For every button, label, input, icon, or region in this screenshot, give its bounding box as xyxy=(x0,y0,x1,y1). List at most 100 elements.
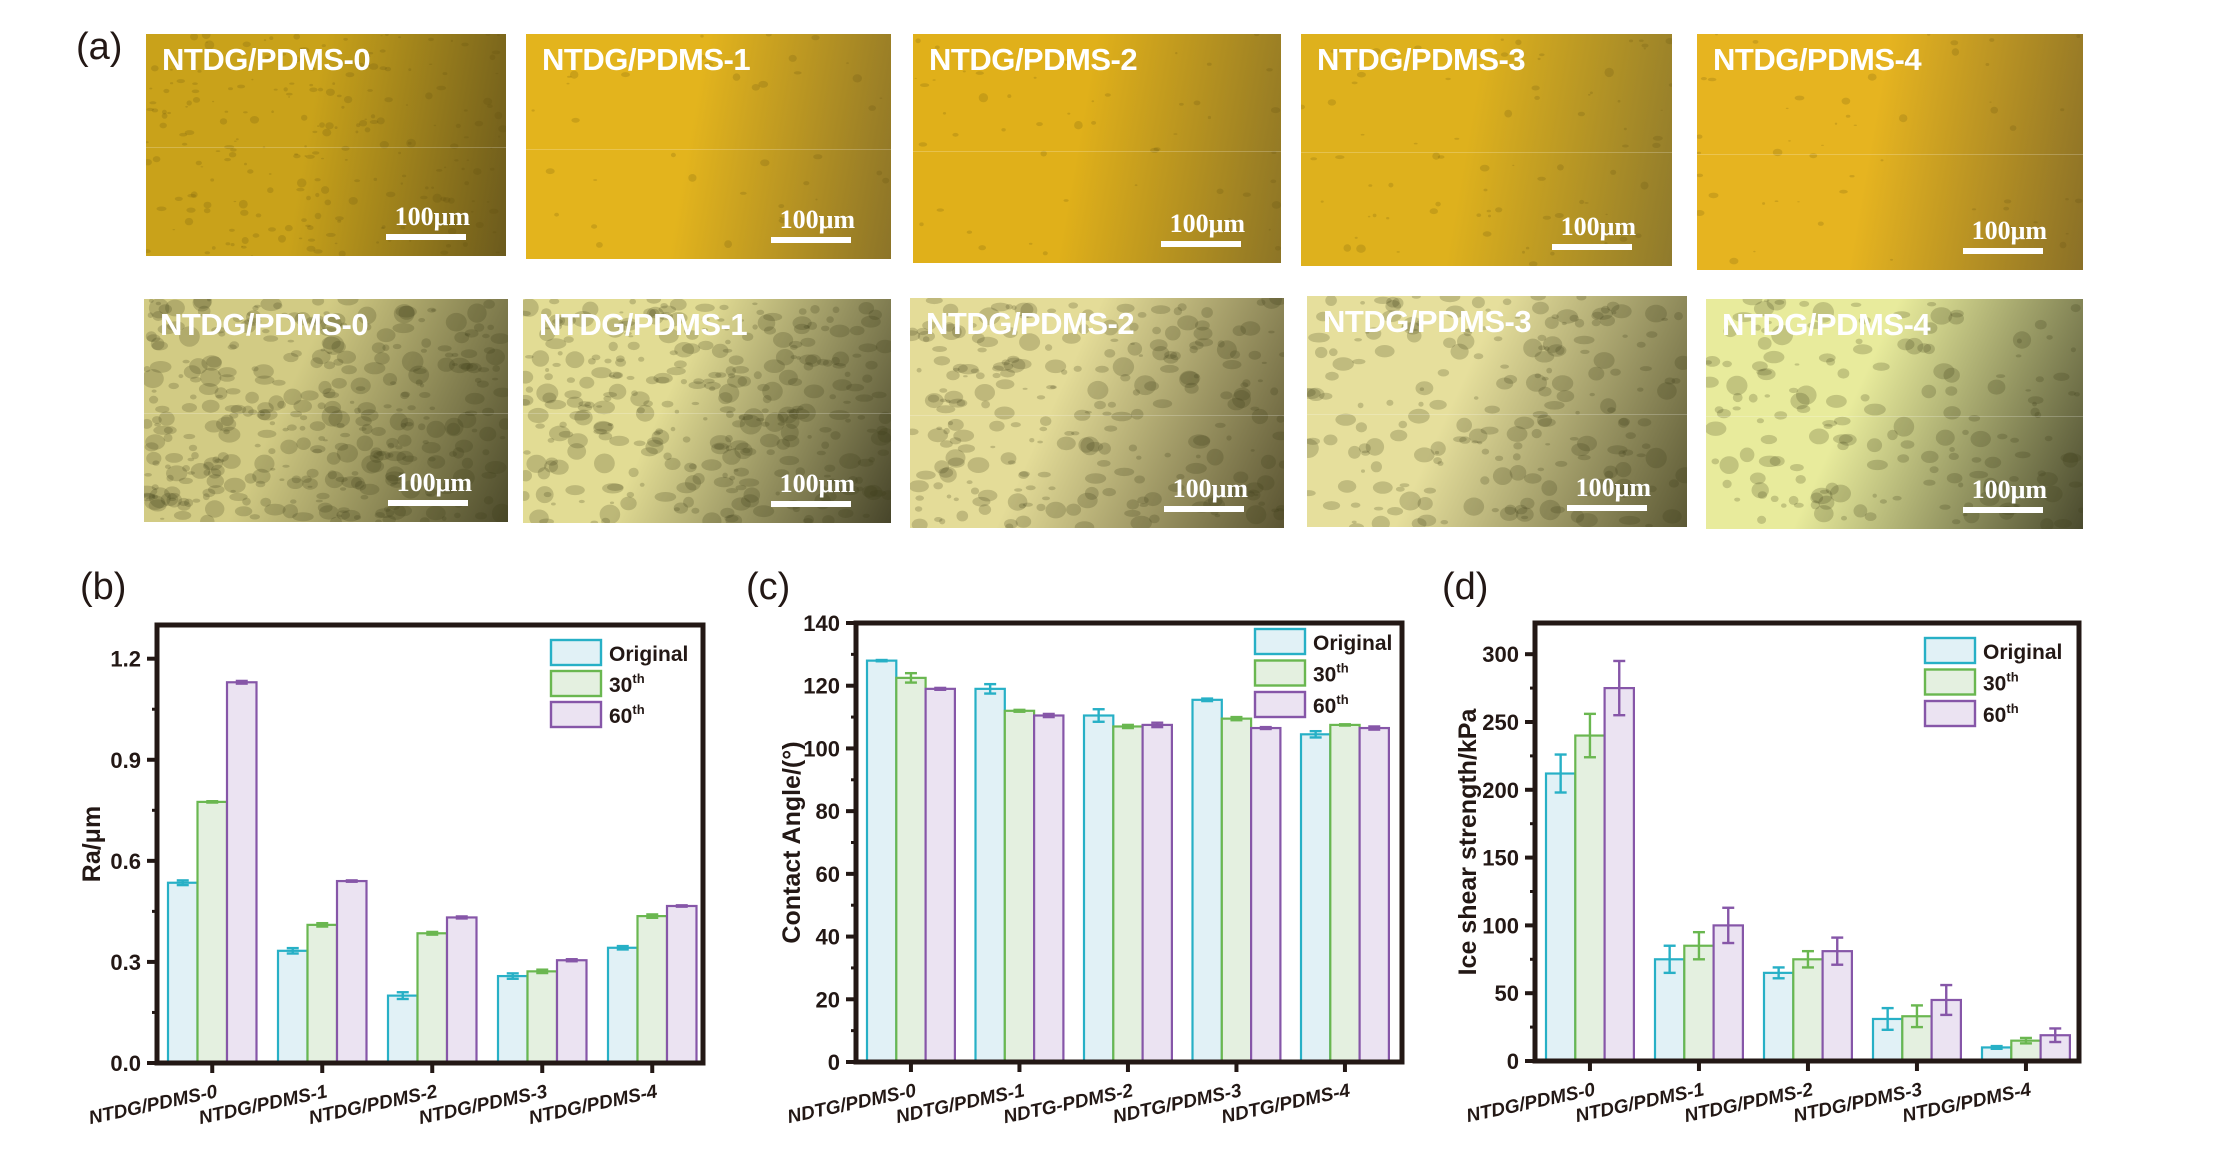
chart-b: 0.00.30.60.91.2NTDG/PDMS-0NTDG/PDMS-1NTD… xyxy=(78,622,706,1129)
error-bar xyxy=(316,921,329,928)
error-bar xyxy=(1831,936,1844,966)
bar xyxy=(1249,726,1282,1064)
bar xyxy=(526,970,559,1065)
surface-texture xyxy=(1301,38,1672,266)
error-bar xyxy=(646,913,659,919)
bar xyxy=(1112,725,1144,1064)
bar xyxy=(335,879,368,1065)
micrograph: NTDG/PDMS-2 100μm xyxy=(913,34,1281,263)
scale-bar xyxy=(1161,241,1241,247)
error-bar xyxy=(904,671,917,684)
legend-label: 60th xyxy=(609,702,645,728)
error-bar xyxy=(1692,930,1705,961)
y-tick-label: 80 xyxy=(816,799,840,824)
y-tick-label: 0.9 xyxy=(110,748,141,773)
stitch-line xyxy=(526,148,891,150)
error-bar xyxy=(1722,906,1735,945)
bar xyxy=(1544,772,1577,1063)
scale-bar-label: 100μm xyxy=(394,202,470,231)
bar xyxy=(1574,734,1606,1063)
bar xyxy=(1792,958,1824,1063)
legend-swatch xyxy=(1253,627,1307,656)
y-tick-label: 20 xyxy=(816,987,840,1012)
y-tick-label: 100 xyxy=(803,736,840,761)
micrograph: NTDG/PDMS-2 100μm xyxy=(910,298,1284,528)
stitch-line xyxy=(144,412,508,414)
error-bar xyxy=(1368,725,1381,731)
scale-bar xyxy=(386,234,466,240)
surface-texture xyxy=(1307,296,1687,527)
bar xyxy=(276,949,309,1065)
error-bar xyxy=(1881,1006,1894,1032)
legend: Original 30th 60th xyxy=(549,638,688,729)
y-tick-label: 0.6 xyxy=(110,849,141,874)
scale-bar-label: 100μm xyxy=(1575,473,1651,502)
surface-texture xyxy=(144,299,508,522)
legend-swatch xyxy=(1923,668,1977,696)
bar xyxy=(306,923,339,1065)
scale-bar xyxy=(771,501,851,507)
error-bar xyxy=(1940,983,1953,1017)
error-bar xyxy=(1910,1004,1923,1029)
bar xyxy=(1220,717,1253,1064)
micrograph: NTDG/PDMS-4 100μm xyxy=(1697,34,2083,270)
error-bar xyxy=(396,991,409,1001)
bar xyxy=(1032,714,1065,1064)
legend-label: 30th xyxy=(1313,661,1349,687)
error-bar xyxy=(206,800,219,804)
error-bar xyxy=(345,879,358,883)
micrograph-title: NTDG/PDMS-4 xyxy=(1722,307,1931,342)
bar xyxy=(1191,698,1223,1064)
micrograph: NTDG/PDMS-3 100μm xyxy=(1307,296,1687,527)
bar xyxy=(1003,709,1036,1064)
error-bar xyxy=(1554,753,1567,794)
error-bar xyxy=(426,930,439,936)
surface-texture xyxy=(146,34,506,256)
legend-label: 60th xyxy=(1313,692,1349,718)
error-bar xyxy=(1151,721,1164,729)
legend-swatch xyxy=(549,638,603,667)
error-bar xyxy=(2019,1036,2032,1045)
scale-bar-label: 100μm xyxy=(779,205,855,234)
y-axis-label: Contact Angle/(°) xyxy=(778,741,806,943)
bar xyxy=(1358,726,1390,1064)
micrograph-title: NTDG/PDMS-3 xyxy=(1317,42,1526,77)
legend-label: Original xyxy=(1313,632,1392,655)
stitch-line xyxy=(523,413,891,415)
y-tick-label: 0.3 xyxy=(110,950,141,975)
y-tick-label: 300 xyxy=(1482,642,1519,667)
bar xyxy=(1082,714,1115,1064)
legend-swatch xyxy=(549,669,603,698)
bar xyxy=(1712,924,1744,1063)
error-bar xyxy=(1663,944,1676,975)
panel-label-c: (c) xyxy=(746,566,791,608)
stitch-line xyxy=(1307,413,1687,415)
error-bar xyxy=(1013,708,1026,713)
bar xyxy=(555,959,588,1065)
micrograph-title: NTDG/PDMS-0 xyxy=(162,42,371,77)
scale-bar xyxy=(1963,248,2043,254)
bar xyxy=(445,916,478,1065)
error-bar xyxy=(1259,725,1272,731)
surface-texture xyxy=(523,299,891,523)
bar xyxy=(1821,950,1853,1063)
micrograph: NTDG/PDMS-3 100μm xyxy=(1301,34,1672,266)
y-tick-label: 250 xyxy=(1482,710,1519,735)
error-bar xyxy=(984,682,997,695)
x-tick-label: NTDG/PDMS-4 xyxy=(527,1081,660,1129)
legend-swatch xyxy=(549,700,603,729)
bar xyxy=(1653,958,1686,1063)
y-tick-label: 140 xyxy=(803,611,840,636)
axes-frame xyxy=(154,622,706,1066)
panel-label-d: (d) xyxy=(1442,566,1489,608)
stitch-line xyxy=(1301,152,1672,154)
micrograph-title: NTDG/PDMS-2 xyxy=(926,306,1135,341)
bar xyxy=(196,800,229,1065)
bar xyxy=(636,915,669,1065)
micrograph: NTDG/PDMS-0 100μm xyxy=(144,299,508,522)
error-bar xyxy=(235,679,248,685)
error-bar xyxy=(1772,966,1785,980)
legend-swatch xyxy=(1253,659,1307,687)
scale-bar-label: 100μm xyxy=(1169,209,1245,238)
